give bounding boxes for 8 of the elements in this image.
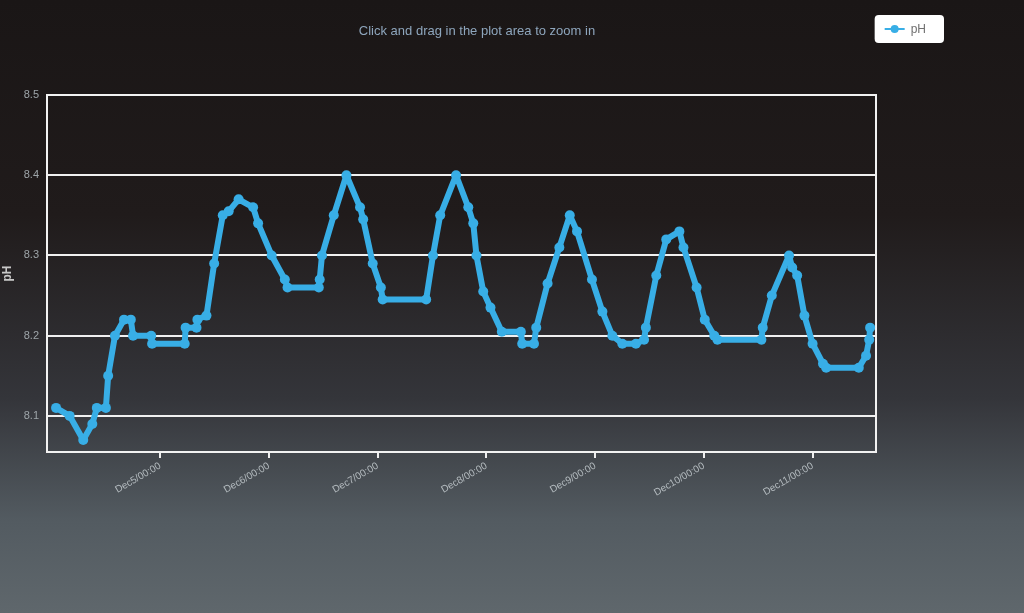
y-tick-label: 8.1 [23, 408, 39, 421]
y-tick-label: 8.2 [23, 328, 39, 341]
legend-label: pH [910, 22, 926, 37]
y-tick-label: 8.5 [23, 88, 39, 101]
chart-subtitle: Click and drag in the plot area to zoom in [358, 22, 596, 38]
y-tick-label: 8.4 [23, 168, 39, 181]
y-axis-title: pH [0, 265, 14, 282]
y-tick-label: 8.3 [23, 248, 39, 261]
